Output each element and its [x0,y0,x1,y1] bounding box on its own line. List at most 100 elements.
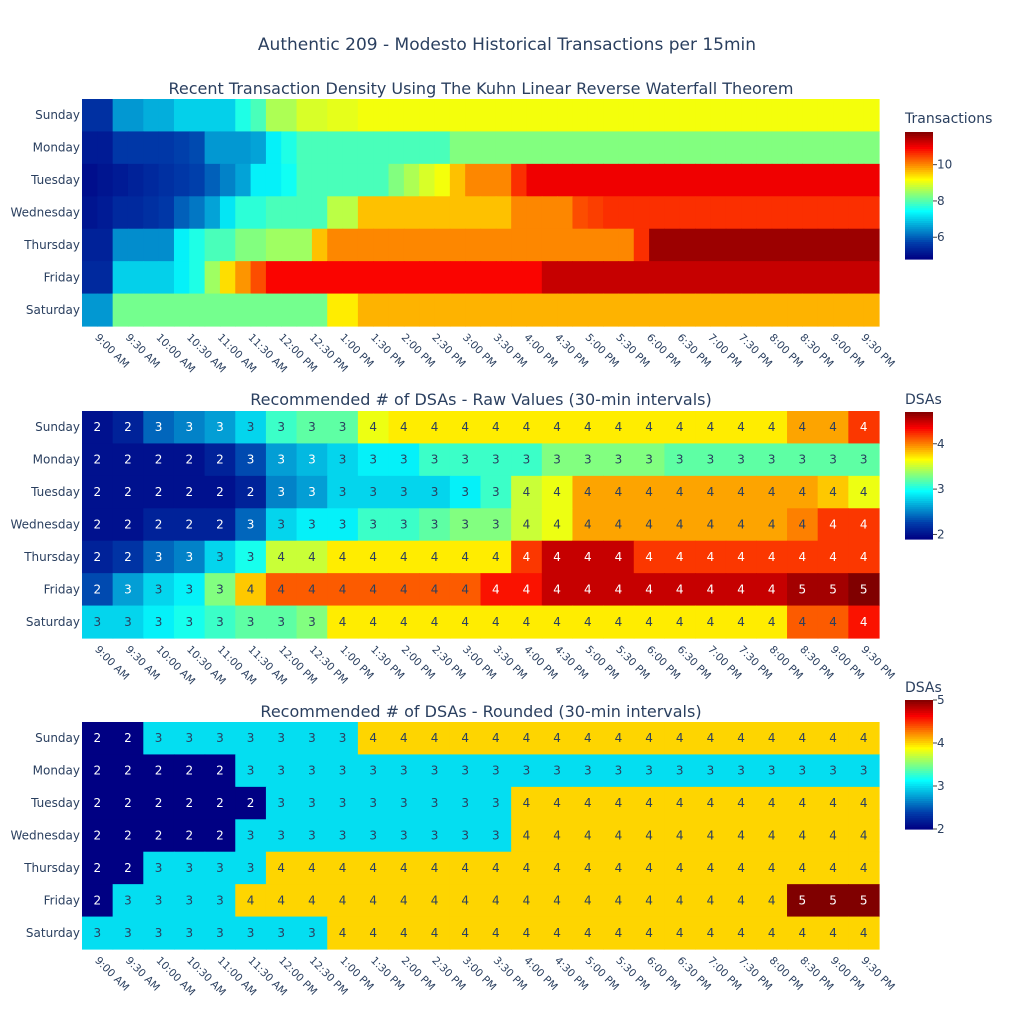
cell-value-label: 4 [369,420,377,434]
colorbar-segment [905,818,933,821]
cell-value-label: 3 [277,829,285,843]
heatmap-cell [817,819,849,853]
heatmap-cell [112,851,144,885]
heatmap-cell [603,916,635,950]
heatmap-cell [82,411,114,445]
heatmap-cell [741,99,757,133]
colorbar-segment [905,447,933,451]
colorbar-segment [905,507,933,510]
heatmap-cell [143,475,175,509]
heatmap-cell [342,293,359,327]
cell-value-label: 4 [737,861,745,875]
cell-value-label: 3 [553,764,561,778]
heatmap-cell [235,163,252,197]
heatmap-cell [725,163,742,197]
colorbar-segment [905,524,933,527]
colorbar-segment [905,248,933,252]
heatmap-cell [603,540,635,574]
heatmap-cell [388,851,420,885]
heatmap-cell [296,261,313,295]
heatmap-cell [296,196,313,230]
heatmap-cell [357,754,390,788]
cell-value-label: 3 [155,731,163,745]
cell-value-label: 2 [216,485,224,499]
heatmap-cell [603,411,635,445]
heatmap-cell [480,540,512,574]
heatmap-cell [465,99,482,133]
colorbar-segment [905,762,933,766]
heatmap-cell [296,786,328,820]
heatmap-cell [480,131,497,165]
heatmap-cell [633,99,650,133]
cell-value-label: 4 [645,582,653,596]
heatmap-cell [449,99,466,133]
colorbar-segment [905,732,933,735]
cell-value-label: 3 [216,582,224,596]
heatmap-cell [695,851,727,885]
cell-value-label: 4 [400,861,408,875]
heatmap-cell [449,228,466,262]
heatmap-cell [541,605,574,639]
heatmap-cell [649,163,666,197]
cell-value-label: 2 [155,829,163,843]
heatmap-cell [603,163,620,197]
heatmap-cell [189,261,206,295]
cell-value-label: 3 [94,615,102,629]
heatmap-cell [434,163,451,197]
cell-value-label: 3 [247,731,255,745]
cell-value-label: 4 [829,518,837,532]
heatmap-cell [603,884,635,918]
heatmap-cell [633,293,650,327]
heatmap-cell [219,196,236,230]
heatmap-cell [480,293,497,327]
colorbar-segment [905,460,933,464]
heatmap-cell [357,99,374,133]
cell-value-label: 3 [155,893,163,907]
cell-value-label: 3 [308,829,316,843]
heatmap-cell [618,293,635,327]
heatmap-cell [296,443,328,477]
heatmap-cell [143,540,175,574]
heatmap-cell [817,605,849,639]
heatmap-cell [633,131,650,165]
heatmap-cell [725,99,742,133]
cell-value-label: 4 [707,420,715,434]
colorbar-segment [905,140,933,144]
cell-value-label: 4 [523,582,531,596]
heatmap-cell [725,786,757,820]
colorbar-tick-label: 5 [937,693,945,707]
cell-value-label: 4 [707,731,715,745]
heatmap-cell [250,261,267,295]
day-label: Wednesday [11,518,80,532]
heatmap-cell [572,508,604,542]
cell-value-label: 4 [369,861,377,875]
cell-value-label: 4 [676,861,684,875]
heatmap-cell [679,163,696,197]
cell-value-label: 4 [615,829,623,843]
cell-value-label: 4 [615,518,623,532]
heatmap-cell [419,508,451,542]
heatmap-cell [327,819,359,853]
colorbar-title-raw-dsas: DSAs [905,392,942,408]
cell-value-label: 4 [615,420,623,434]
heatmap-cell [679,196,696,230]
heatmap-cell [419,916,451,950]
cell-value-label: 4 [799,861,807,875]
heatmap-cell [434,293,451,327]
colorbar-transactions: Transactions 6 8 10 [904,111,992,260]
heatmap-cell [449,722,482,756]
cell-value-label: 4 [461,926,469,940]
cell-value-label: 3 [707,764,715,778]
cell-value-label: 4 [277,550,285,564]
colorbar-segment [905,526,933,530]
colorbar-segment [905,142,933,146]
heatmap-cell [541,163,558,197]
heatmap-cell [403,293,420,327]
colorbar-segment [905,250,933,254]
heatmap-cell [572,722,604,756]
cell-value-label: 4 [553,796,561,810]
cell-value-label: 3 [553,453,561,467]
heatmap-cell [419,786,451,820]
heatmap-cell [449,131,466,165]
colorbar-segment [905,437,933,441]
